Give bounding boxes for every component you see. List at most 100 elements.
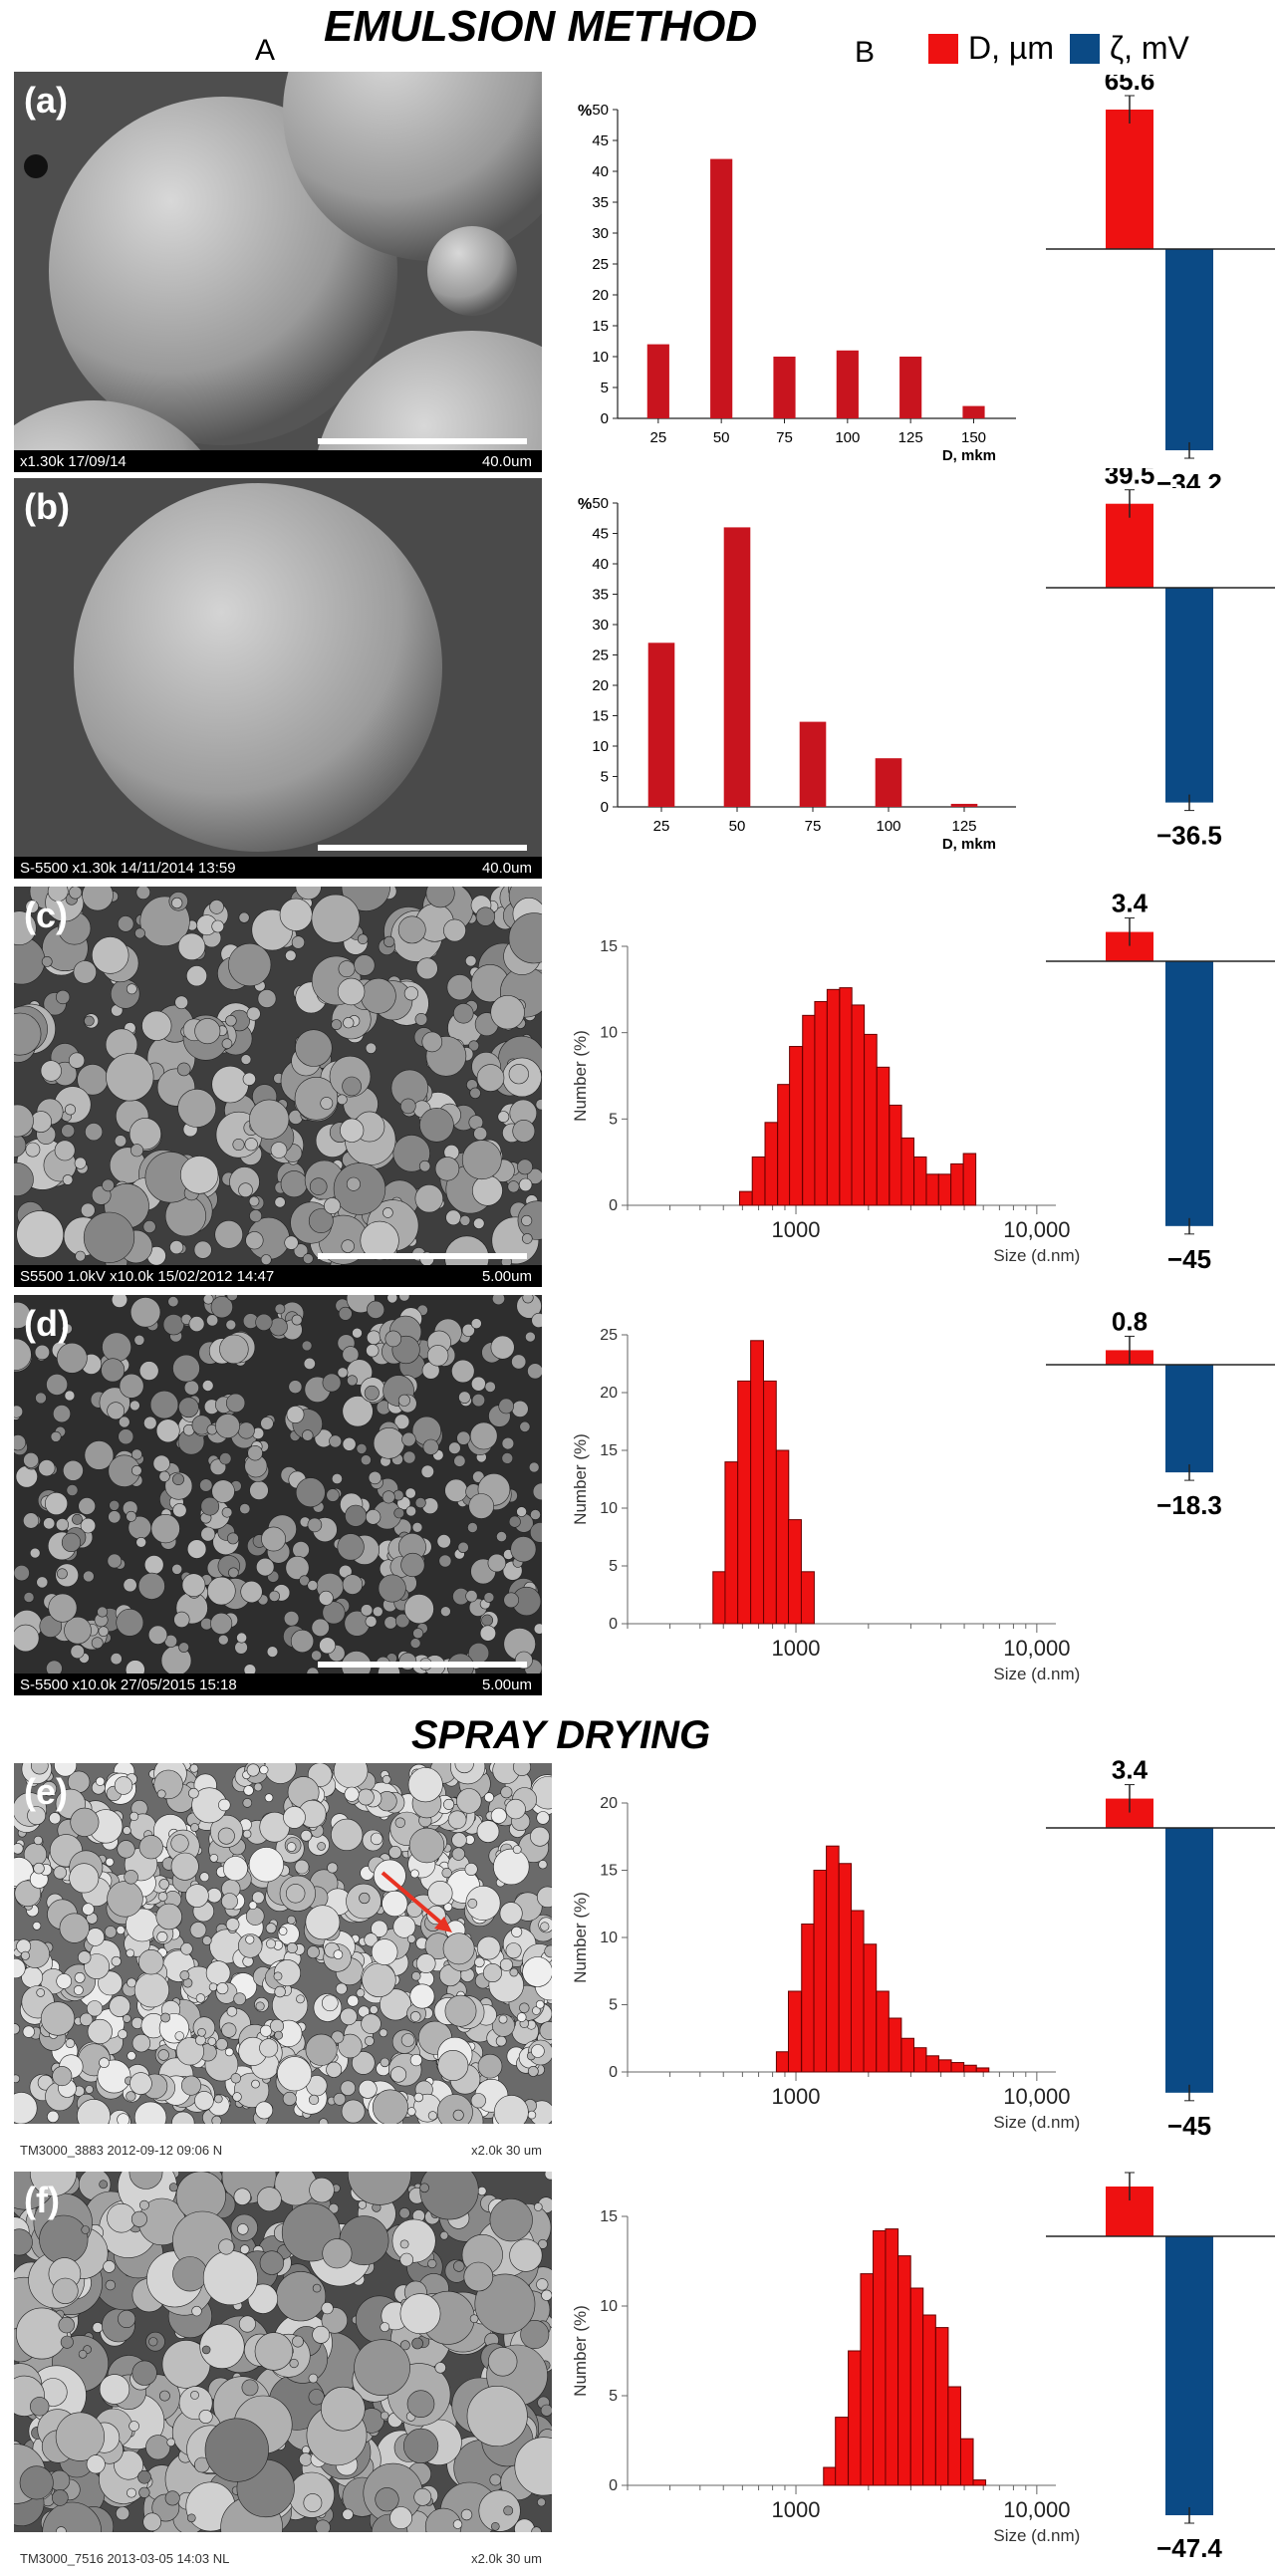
sem-particle <box>110 979 140 1009</box>
sem-particle <box>403 2428 439 2464</box>
sem-particle <box>491 2013 515 2037</box>
sem-particle <box>405 1505 417 1517</box>
sem-particle <box>228 942 272 987</box>
column-a-header: A <box>255 34 276 67</box>
sem-particle <box>111 1295 128 1308</box>
sem-particle <box>211 1065 249 1104</box>
histogram-bar <box>875 758 902 807</box>
sem-particle <box>248 1847 284 1883</box>
sem-particle <box>82 1903 95 1916</box>
sem-particle <box>508 1515 521 1528</box>
sem-particle <box>232 1139 245 1152</box>
sem-particle <box>471 1174 503 1206</box>
y-axis-label: Number (%) <box>571 1433 590 1525</box>
sem-particle <box>399 2340 410 2351</box>
y-axis-label: % <box>578 496 592 513</box>
sem-particle <box>277 2056 313 2092</box>
sem-particle <box>446 974 473 1001</box>
sem-particle <box>522 1956 552 1987</box>
sem-particle <box>321 1994 339 2012</box>
sem-particle <box>274 1303 286 1315</box>
x-tick-label: 10,000 <box>1003 1636 1070 1661</box>
y-tick-label: 10 <box>600 1500 618 1517</box>
sem-particle <box>178 1642 189 1654</box>
y-tick-label: 35 <box>592 194 609 211</box>
sem-particle <box>437 2049 469 2081</box>
y-tick-label: 15 <box>600 2208 618 2225</box>
sem-particle <box>104 1926 118 1938</box>
sem-particle <box>185 1884 209 1908</box>
x-tick-label: 1000 <box>772 1636 821 1661</box>
sem-particle <box>75 1250 86 1262</box>
sem-particle <box>81 2225 90 2234</box>
x-tick-label: 10,000 <box>1003 2084 1070 2109</box>
sem-particle <box>108 1510 122 1524</box>
sem-particle <box>42 2501 102 2532</box>
sem-particle <box>401 1431 416 1447</box>
sem-particle <box>414 1184 443 1213</box>
sem-particle <box>168 2183 178 2192</box>
caption-e: TM3000_3883 2012-09-12 09:06 N x2.0k 30 u… <box>14 2138 552 2162</box>
sem-particle <box>299 1575 310 1587</box>
sem-particle <box>248 1195 260 1207</box>
sem-particle <box>157 2049 169 2061</box>
sem-particle <box>327 1862 339 1874</box>
sem-particle <box>469 2314 479 2323</box>
sem-particle <box>443 1798 455 1810</box>
sem-particle <box>20 1950 30 1960</box>
sem-particle <box>243 1664 257 1674</box>
x-tick-label: 10,000 <box>1003 1217 1070 1242</box>
sem-particle <box>367 1330 382 1345</box>
sem-particle <box>114 2449 144 2480</box>
sem-particle <box>469 1421 498 1450</box>
sem-particle <box>329 1434 342 1448</box>
sem-particle <box>119 1416 130 1428</box>
sem-particle <box>282 2091 297 2106</box>
sem-particle <box>110 1653 123 1666</box>
sem-particle <box>371 1920 388 1937</box>
y-tick-label: 15 <box>592 318 609 335</box>
sem-particle <box>56 1342 88 1374</box>
y-tick-label: 15 <box>600 938 618 955</box>
sem-particle <box>30 2397 50 2417</box>
sem-particle <box>83 1570 95 1583</box>
sem-particle <box>142 1219 156 1233</box>
sem-particle <box>46 1374 69 1396</box>
panel-label-c: (c) <box>24 895 68 935</box>
sem-particle <box>214 2094 223 2104</box>
y-tick-label: 10 <box>600 1025 618 1042</box>
sem-particle <box>171 1563 183 1575</box>
sem-particle <box>224 2047 234 2057</box>
histogram-bar <box>889 1104 902 1206</box>
histogram-bar <box>888 2017 902 2073</box>
histogram-bar <box>913 2047 927 2073</box>
sem-particle <box>164 1471 193 1500</box>
sem-particle <box>83 1211 135 1263</box>
sem-particle <box>39 2214 89 2264</box>
sem-particle <box>501 1436 515 1450</box>
sem-particle <box>128 1811 139 1822</box>
panel-label-f: (f) <box>24 2180 60 2220</box>
sem-particle <box>451 1832 467 1848</box>
sem-particle <box>14 2228 33 2256</box>
sem-particle <box>530 1509 541 1520</box>
sem-particle <box>84 1440 115 1470</box>
caption-c: S5500 1.0kV x10.0k 15/02/2012 14:47 5.00u… <box>14 1265 542 1287</box>
y-tick-label: 50 <box>592 495 609 512</box>
histogram-bar <box>723 527 751 807</box>
sem-particle <box>143 1555 164 1575</box>
sem-particle <box>544 2172 552 2181</box>
sem-particle <box>138 2486 150 2498</box>
sem-particle <box>19 2465 54 2500</box>
sem-particle <box>354 2339 410 2396</box>
sem-particle <box>126 983 137 995</box>
sem-particle <box>228 1567 239 1579</box>
scale-text-d: 5.00um <box>481 1675 532 1693</box>
x-axis-label: Size (d.nm) <box>993 2526 1080 2545</box>
sem-particle <box>483 1592 495 1603</box>
sem-particle <box>383 1207 393 1218</box>
x-tick-label: 125 <box>898 429 923 446</box>
sem-particle <box>61 1124 76 1139</box>
sem-particle <box>308 2373 319 2384</box>
sem-particle <box>241 2379 259 2397</box>
